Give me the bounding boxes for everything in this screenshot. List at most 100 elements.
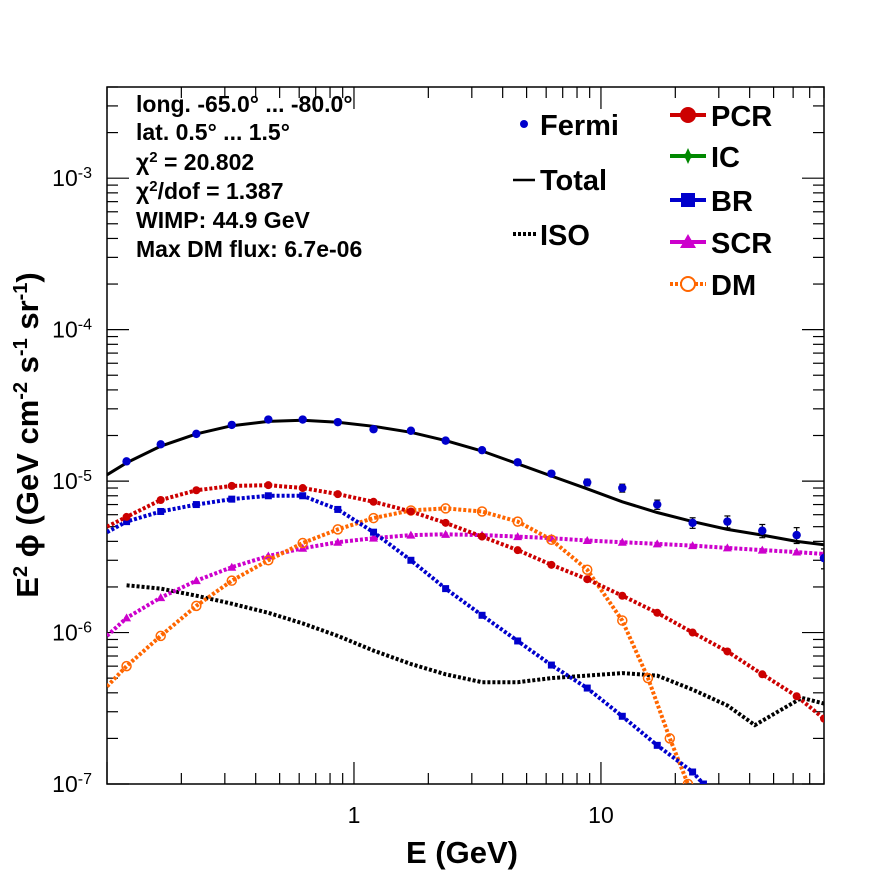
series-point-br (547, 661, 555, 669)
fermi-data-point (583, 478, 592, 487)
series-point-dm (332, 524, 344, 535)
series-point-dm (121, 660, 132, 672)
legend-marker-fermi (520, 120, 528, 128)
legend-item-br: BR (670, 186, 753, 218)
legend-label-iso: ISO (540, 220, 590, 252)
x-axis-title: E (GeV) (406, 835, 518, 870)
series-point-pcr (298, 484, 307, 493)
series-point-dm (546, 534, 557, 545)
legend-label-ic: IC (711, 142, 740, 174)
y-axis-title: E2 ϕ (GeV cm-2 s-1 sr-1) (10, 272, 45, 598)
series-point-br (653, 741, 661, 749)
series-point-pcr (122, 512, 131, 521)
series-point-scr (333, 537, 343, 546)
series-point-pcr (406, 507, 415, 516)
series-point-scr (156, 593, 166, 602)
series-point-br (228, 495, 236, 503)
series-point-pcr (156, 496, 165, 505)
series-point-dm (664, 733, 676, 744)
series-point-dm (368, 512, 379, 524)
y-tick-label: 10-4 (52, 316, 92, 343)
fermi-data-point (298, 415, 307, 424)
series-line-pcr (107, 483, 824, 721)
y-tick-label: 10-5 (52, 468, 92, 495)
series-point-scr (227, 562, 237, 571)
series-point-scr (688, 541, 698, 550)
series-point-pcr (227, 481, 236, 490)
series-point-br (264, 492, 272, 500)
fermi-data-point (653, 500, 662, 509)
fermi-data-point (477, 445, 487, 455)
series-point-scr (122, 613, 132, 622)
series-point-br (618, 712, 626, 720)
series-line-total (107, 418, 824, 547)
series-point-scr (369, 533, 379, 542)
legend-item-iso: ISO (513, 220, 590, 252)
fit-info: long. -65.0° ... -80.0° lat. 0.5° ... 1.… (136, 91, 362, 262)
y-tick-label: 10-6 (52, 619, 92, 646)
series-point-pcr (369, 497, 378, 506)
fermi-data-point (723, 517, 732, 526)
series-point-br (123, 518, 131, 526)
legend-label-dm: DM (711, 270, 756, 302)
series-line-iso (126, 583, 824, 728)
y-tick-label: 10-7 (52, 771, 92, 798)
series-point-scr (191, 576, 201, 585)
series-point-dm (642, 672, 654, 684)
series-point-br (334, 505, 342, 513)
series-point-pcr (264, 481, 273, 490)
series-point-br (583, 684, 591, 692)
legend-marker-scr (680, 234, 696, 248)
series-point-dm (512, 516, 523, 527)
legend-label-pcr: PCR (711, 101, 772, 133)
series-point-dm (191, 600, 202, 612)
fermi-data-point (547, 469, 556, 478)
series-point-dm (263, 555, 274, 566)
axis-ticks (106, 86, 825, 785)
legend-marker-br (681, 193, 695, 207)
fermi-data-point (792, 530, 801, 540)
info-max-dm-flux: Max DM flux: 6.7e-06 (136, 236, 362, 262)
info-longitude: long. -65.0° ... -80.0° (136, 91, 353, 117)
fermi-data-point (192, 429, 201, 439)
fermi-data-point (156, 440, 165, 449)
legend-label-fermi: Fermi (540, 110, 619, 142)
series-point-br (299, 492, 307, 500)
x-tick-label: 1 (348, 802, 361, 828)
series-point-br (514, 637, 522, 645)
series-point-pcr (192, 486, 201, 495)
legend-marker-dm (680, 276, 696, 292)
series-point-dm (476, 506, 488, 517)
axis-tick-labels: 1 10 10-7 10-6 10-5 10-4 10-3 (52, 165, 614, 828)
series-point-dm (297, 537, 308, 549)
series-point-br (442, 585, 450, 593)
series-point-scr (513, 532, 523, 541)
series-point-pcr (333, 490, 342, 499)
series-point-pcr (547, 560, 556, 569)
series-point-dm (226, 575, 238, 586)
series-point-dm (440, 503, 451, 514)
info-chi2: χ2 = 20.802 (136, 149, 254, 176)
series-point-scr (617, 537, 627, 546)
y-tick-label: 10-3 (52, 165, 92, 192)
series-point-br (689, 768, 697, 776)
series-point-br (478, 611, 486, 619)
legend-marker-pcr (680, 107, 696, 123)
fermi-data-point (618, 483, 627, 493)
series-point-pcr (441, 518, 450, 527)
series-point-scr (792, 547, 802, 556)
series-line-scr (107, 532, 824, 638)
fermi-data-point (441, 436, 450, 445)
legend-item-ic: IC (670, 142, 740, 174)
fermi-data-point (513, 458, 522, 467)
series-point-br (407, 556, 415, 564)
fermi-data-point (227, 420, 236, 430)
series-point-pcr (688, 628, 697, 637)
series-point-dm (155, 630, 166, 642)
fermi-data-point (406, 426, 416, 435)
info-latitude: lat. 0.5° ... 1.5° (136, 119, 290, 145)
fermi-data-point (688, 518, 697, 528)
legend-label-total: Total (540, 165, 607, 197)
series-layer (107, 415, 824, 784)
